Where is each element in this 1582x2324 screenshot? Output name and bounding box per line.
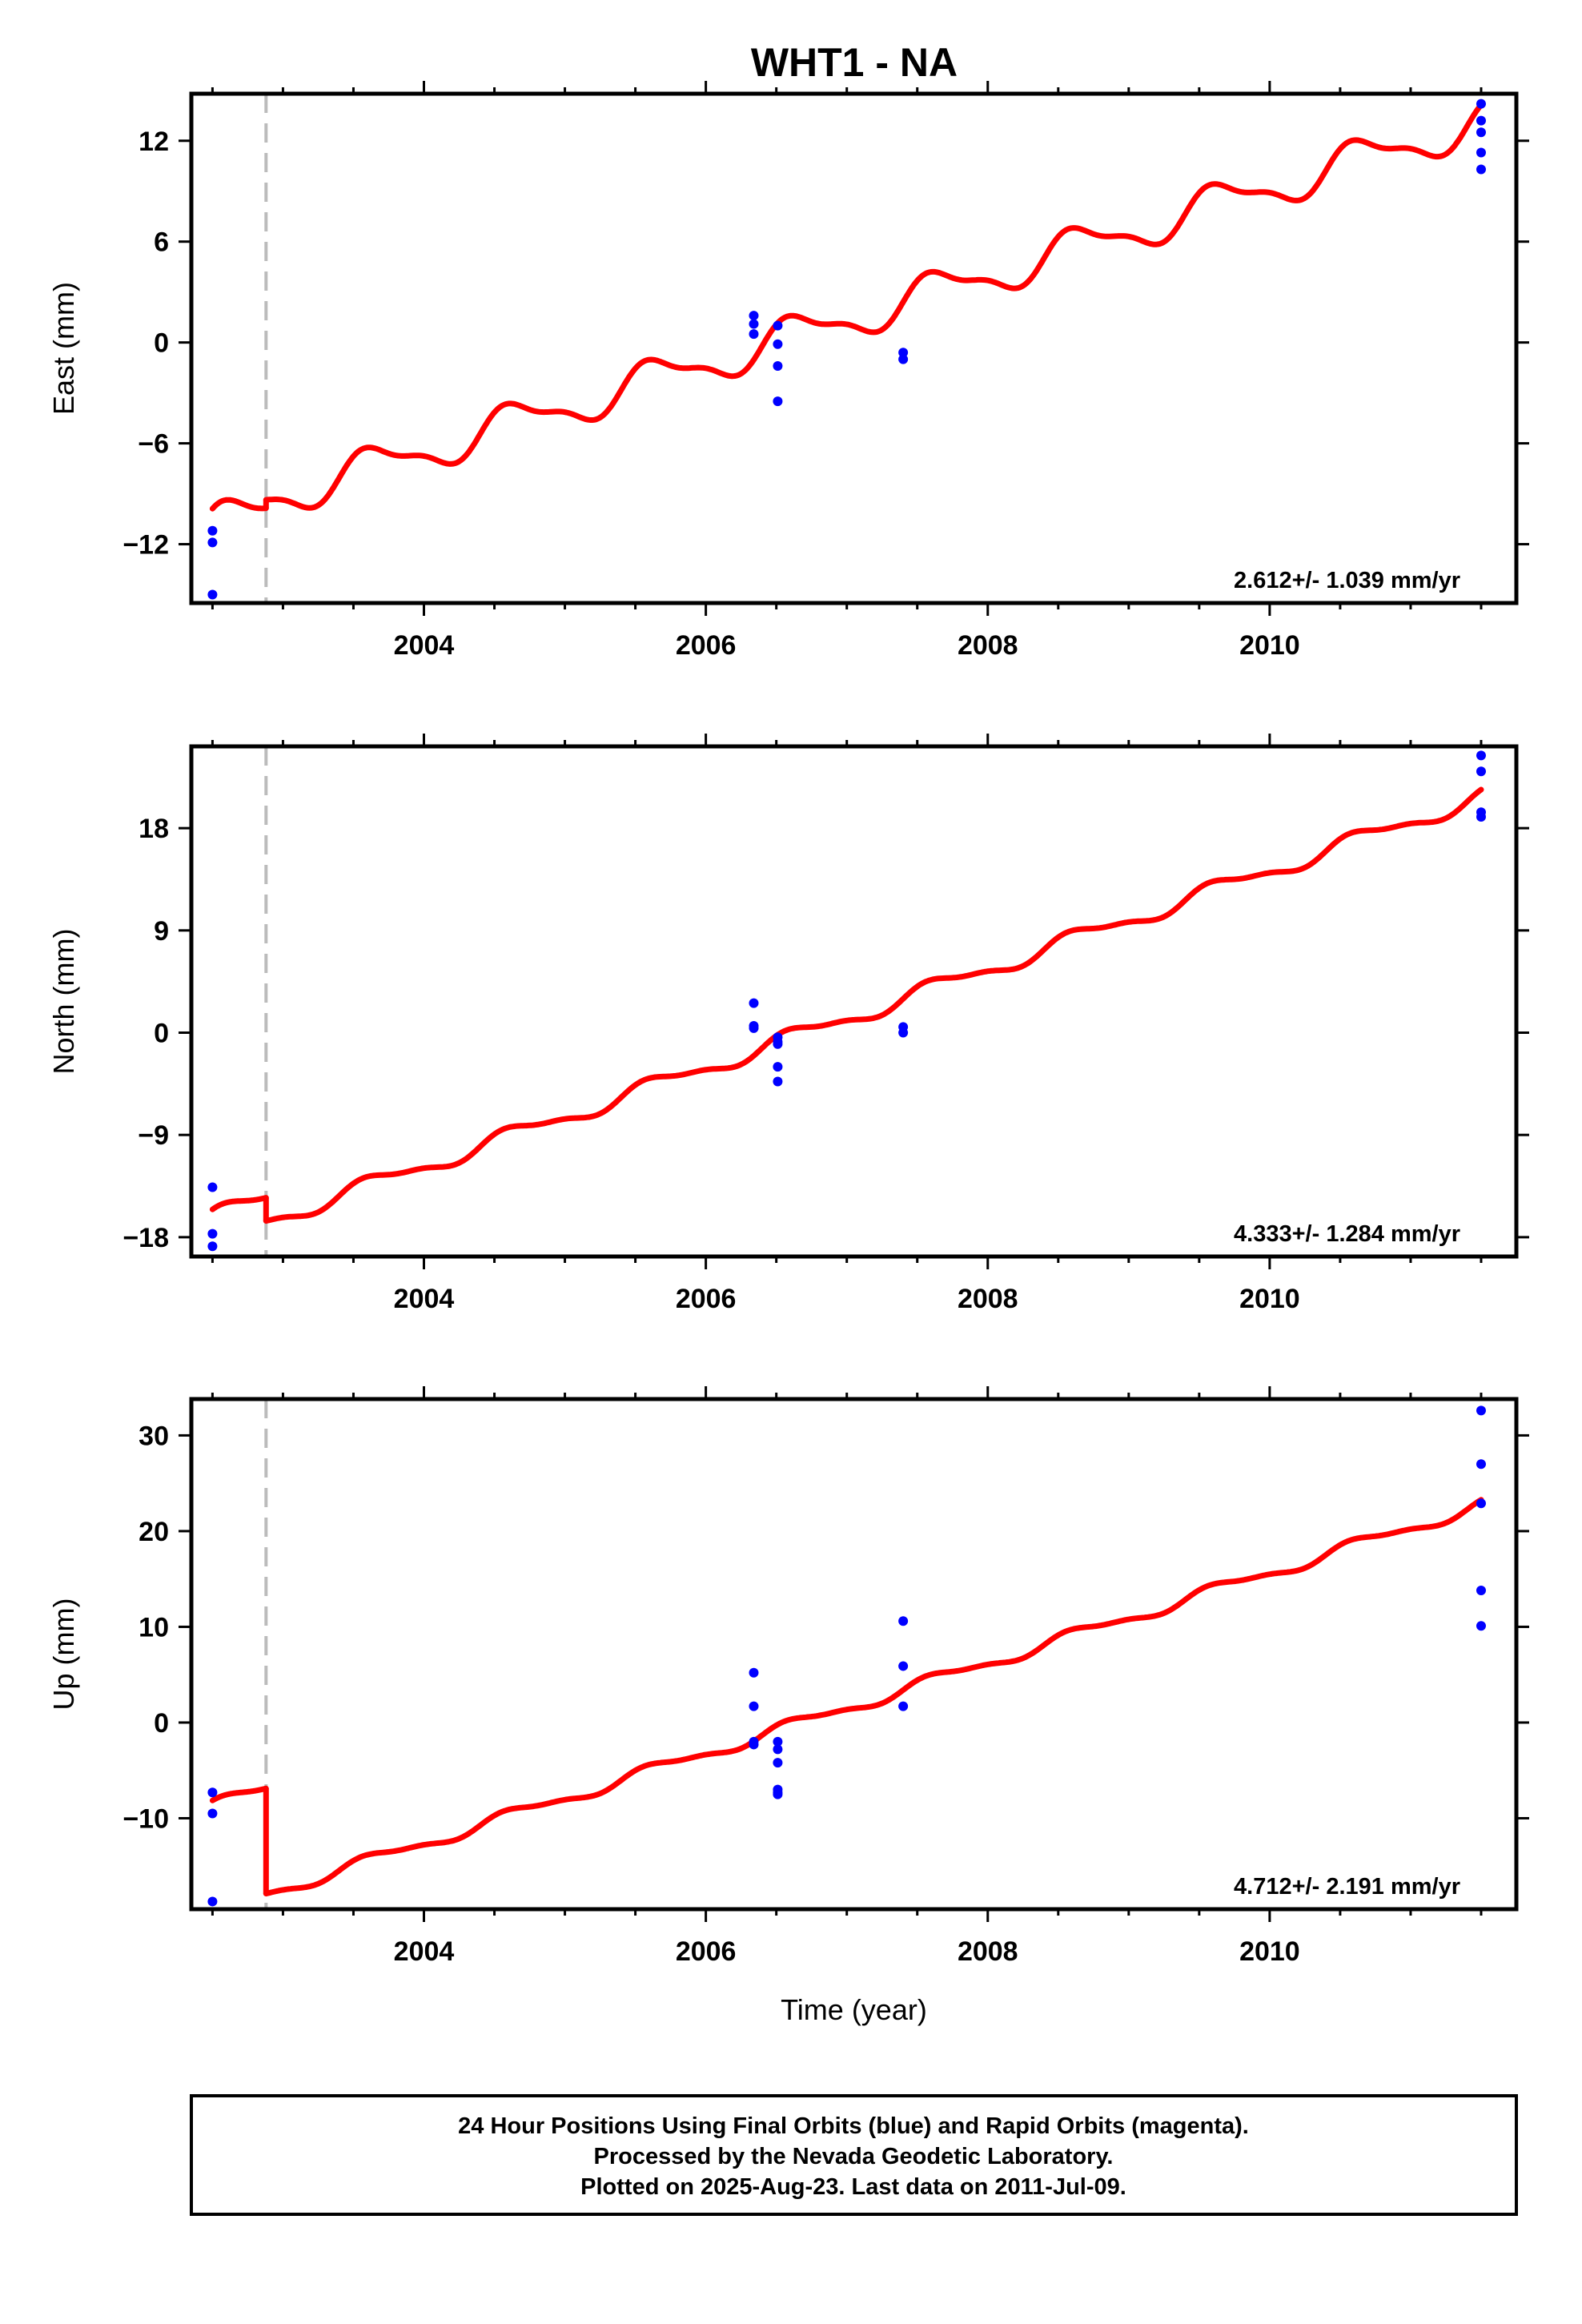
- east-data-point: [1476, 115, 1486, 126]
- north-y-tick-label: 9: [154, 916, 169, 947]
- up-y-tick-label: 30: [139, 1421, 169, 1451]
- north-model-segment-1: [209, 1195, 269, 1212]
- east-data-point: [207, 525, 218, 536]
- north-panel: 2004 2006 2008 2010 −18 −9 0 9 18 North (mm) 4.333…: [47, 734, 1529, 1314]
- footer-line-1: 24 Hour Positions Using Final Orbits (bl…: [458, 2113, 1249, 2139]
- east-rate-label: 2.612+/- 1.039 mm/yr: [1234, 568, 1460, 593]
- east-x-tick-label: 2006: [676, 630, 737, 661]
- up-data-point: [749, 1701, 759, 1711]
- east-y-tick-label: 6: [154, 227, 169, 258]
- north-y-tick-label: 0: [154, 1019, 169, 1049]
- up-data-point: [207, 1808, 218, 1819]
- up-data-point: [773, 1736, 783, 1747]
- north-x-tick-label: 2006: [676, 1284, 737, 1314]
- north-data-point: [1476, 750, 1486, 761]
- up-y-tick-label: 20: [139, 1517, 169, 1547]
- up-data-point: [1476, 1586, 1486, 1596]
- up-panel: 2004 2006 2008 2010 −10 0 10 20 30 Up (mm) Time (y…: [47, 1386, 1529, 2026]
- north-y-axis-label: North (mm): [47, 929, 80, 1075]
- up-data-point: [1476, 1498, 1486, 1509]
- up-x-tick-label: 2006: [676, 1936, 737, 1967]
- north-data-point: [749, 1023, 759, 1033]
- east-data-point: [1476, 99, 1486, 109]
- north-data-point: [773, 1076, 783, 1087]
- up-data-point: [749, 1739, 759, 1750]
- east-x-tick-label: 2004: [394, 630, 455, 661]
- figure-title: WHT1 - NA: [751, 40, 958, 85]
- up-data-point: [773, 1789, 783, 1799]
- north-data-point: [773, 1039, 783, 1049]
- north-data-point: [207, 1182, 218, 1192]
- east-data-point: [749, 319, 759, 329]
- north-x-tick-label: 2010: [1239, 1284, 1300, 1314]
- east-y-tick-label: 12: [139, 127, 169, 157]
- east-y-axis-label: East (mm): [47, 282, 80, 415]
- up-data-point: [1476, 1459, 1486, 1470]
- north-model-segment-2: [263, 786, 1484, 1224]
- up-model-segment-2: [263, 1497, 1484, 1897]
- up-data-point: [1476, 1405, 1486, 1416]
- east-data-point: [898, 354, 909, 364]
- east-plot-frame: [189, 91, 1519, 605]
- up-rate-label: 4.712+/- 2.191 mm/yr: [1234, 1874, 1460, 1900]
- east-y-tick-label: −12: [122, 530, 169, 561]
- east-data-point: [898, 348, 909, 358]
- up-data-point: [749, 1667, 759, 1678]
- east-data-point: [773, 320, 783, 331]
- north-x-tick-label: 2004: [394, 1284, 455, 1314]
- east-model-segment-2: [263, 102, 1484, 511]
- north-rate-label: 4.333+/- 1.284 mm/yr: [1234, 1221, 1460, 1247]
- up-model-segment-1: [209, 1785, 269, 1803]
- east-data-point: [1476, 147, 1486, 158]
- up-y-tick-label: 0: [154, 1708, 169, 1739]
- up-data-point: [207, 1896, 218, 1907]
- east-data-point: [773, 361, 783, 372]
- east-x-tick-label: 2008: [958, 630, 1018, 661]
- up-y-tick-label: 10: [139, 1612, 169, 1642]
- footer-line-2: Processed by the Nevada Geodetic Laborat…: [594, 2144, 1114, 2169]
- east-x-tick-label: 2010: [1239, 630, 1300, 661]
- east-data-point: [207, 537, 218, 548]
- east-data-point: [207, 589, 218, 600]
- north-y-tick-label: −18: [122, 1223, 169, 1253]
- footer-line-3: Plotted on 2025-Aug-23. Last data on 201…: [580, 2174, 1126, 2200]
- north-plot-frame: [189, 744, 1519, 1259]
- up-data-point: [207, 1787, 218, 1798]
- north-data-point: [749, 998, 759, 1008]
- up-y-axis-label: Up (mm): [47, 1598, 80, 1711]
- north-y-tick-label: 18: [139, 814, 169, 844]
- east-data-point: [749, 329, 759, 340]
- up-data-point: [1476, 1621, 1486, 1631]
- north-data-point: [1476, 811, 1486, 822]
- east-data-point: [1476, 164, 1486, 175]
- up-data-point: [898, 1616, 909, 1626]
- east-panel: 2004 2006 2008 2010 −12 −6 0 6 12 East (mm) 2.612+…: [47, 81, 1529, 661]
- up-x-tick-label: 2008: [958, 1936, 1018, 1967]
- north-data-point: [207, 1241, 218, 1252]
- up-x-tick-label: 2004: [394, 1936, 455, 1967]
- north-data-point: [898, 1027, 909, 1038]
- up-y-tick-label: −10: [122, 1803, 169, 1834]
- footer-box: 24 Hour Positions Using Final Orbits (bl…: [190, 2094, 1518, 2216]
- north-y-tick-label: −9: [138, 1120, 169, 1151]
- north-data-point: [773, 1062, 783, 1072]
- east-y-tick-label: 0: [154, 328, 169, 359]
- up-data-point: [773, 1758, 783, 1768]
- east-data-point: [749, 311, 759, 321]
- east-data-point: [1476, 127, 1486, 138]
- east-model-segment-1: [209, 497, 269, 512]
- up-data-point: [898, 1661, 909, 1671]
- east-y-tick-label: −6: [138, 429, 169, 460]
- up-data-point: [773, 1744, 783, 1755]
- north-data-point: [207, 1228, 218, 1239]
- north-x-tick-label: 2008: [958, 1284, 1018, 1314]
- up-data-point: [898, 1701, 909, 1711]
- up-x-tick-label: 2010: [1239, 1936, 1300, 1967]
- north-data-point: [1476, 766, 1486, 777]
- up-x-axis-label: Time (year): [781, 1993, 927, 2026]
- up-plot-frame: [189, 1397, 1519, 1912]
- east-data-point: [773, 396, 783, 407]
- east-data-point: [773, 339, 783, 349]
